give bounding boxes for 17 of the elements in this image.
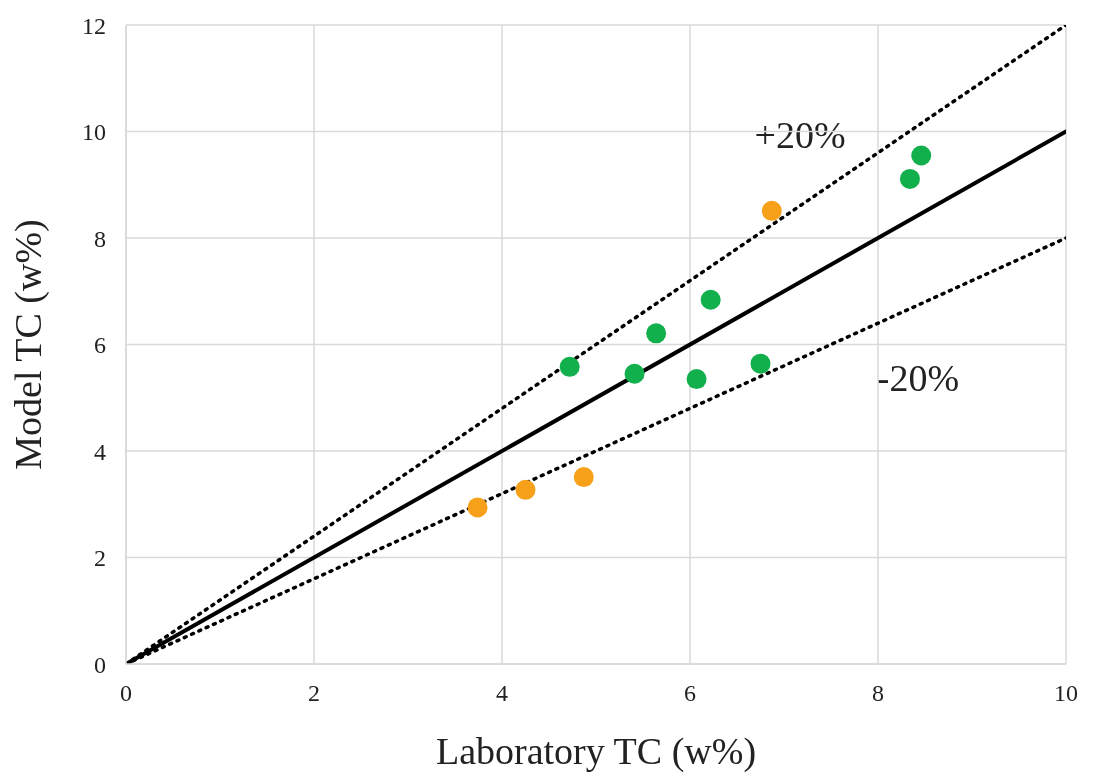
x-axis-title: Laboratory TC (w%) — [435, 730, 757, 773]
x-tick-label: 2 — [308, 680, 320, 707]
y-axis-title: Model TC (w%) — [7, 219, 51, 470]
x-tick-label: 8 — [872, 680, 884, 707]
x-tick-label: 10 — [1054, 680, 1078, 707]
x-tick-label: 0 — [120, 680, 132, 707]
y-tick-label: 10 — [82, 119, 106, 146]
x-tick-label: 4 — [496, 680, 508, 707]
y-tick-label: 8 — [94, 225, 106, 252]
x-tick-label: 6 — [684, 680, 696, 707]
y-tick-label: 12 — [82, 12, 106, 39]
y-tick-label: 0 — [94, 651, 106, 678]
annotation: +20% — [754, 114, 846, 156]
y-tick-label: 6 — [94, 332, 106, 359]
y-tick-label: 2 — [94, 545, 106, 572]
y-tick-label: 4 — [94, 438, 106, 465]
annotation: -20% — [876, 357, 960, 399]
